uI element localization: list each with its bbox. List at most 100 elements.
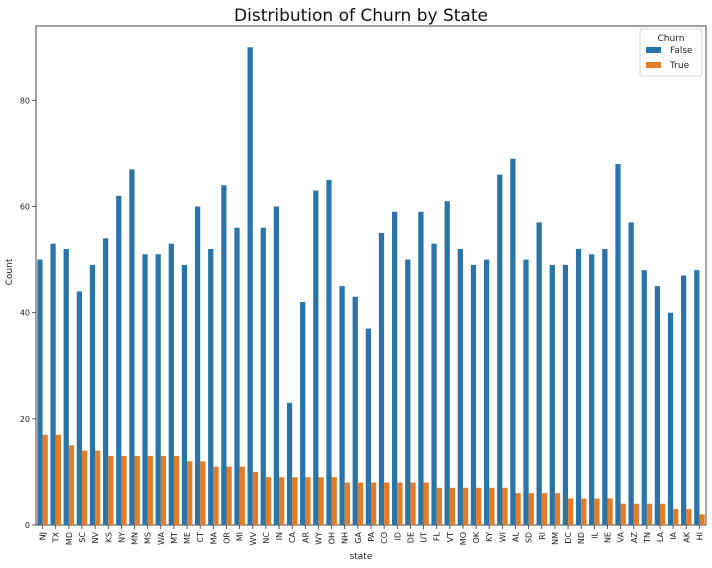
x-tick-label-nh: NH bbox=[341, 532, 350, 544]
bar-false-nd bbox=[575, 248, 582, 525]
bar-true-ak bbox=[686, 509, 692, 525]
bar-false-ct bbox=[194, 206, 201, 526]
x-tick-label-ny: NY bbox=[117, 532, 126, 543]
bar-false-mi bbox=[234, 227, 240, 525]
x-tick-label-wa: WA bbox=[157, 531, 166, 544]
bar-false-nv bbox=[89, 264, 96, 525]
x-tick-label-mn: MN bbox=[131, 532, 140, 545]
bar-false-la bbox=[654, 286, 661, 525]
bar-true-ok bbox=[476, 487, 482, 525]
bar-true-wv bbox=[252, 471, 259, 525]
bar-true-tx bbox=[55, 434, 61, 525]
bar-false-ok bbox=[470, 264, 477, 525]
bar-false-nj bbox=[37, 259, 43, 525]
bar-false-ak bbox=[681, 275, 687, 525]
bar-false-me bbox=[181, 264, 188, 525]
bar-false-va bbox=[615, 164, 621, 525]
bar-true-nh bbox=[344, 482, 350, 525]
bar-false-tn bbox=[641, 270, 647, 525]
x-tick-label-wy: WY bbox=[314, 532, 323, 545]
bar-true-nd bbox=[581, 498, 587, 525]
bar-false-pa bbox=[365, 328, 371, 525]
bar-true-sd bbox=[528, 493, 534, 525]
x-tick-label-il: IL bbox=[590, 531, 599, 538]
bar-false-ma bbox=[208, 248, 214, 525]
x-tick-label-dc: DC bbox=[564, 532, 573, 544]
y-tick-label: 20 bbox=[20, 415, 30, 424]
y-axis-title: Count bbox=[5, 258, 15, 285]
x-tick-label-ks: KS bbox=[104, 532, 113, 542]
bar-true-ks bbox=[108, 455, 114, 525]
bar-true-mn bbox=[134, 455, 140, 525]
bar-false-md bbox=[63, 248, 69, 525]
x-tick-label-mo: MO bbox=[459, 532, 468, 545]
bar-true-nm bbox=[554, 493, 561, 525]
x-tick-label-ct: CT bbox=[196, 532, 205, 543]
bar-true-ga bbox=[357, 482, 364, 525]
bar-false-ny bbox=[116, 195, 122, 525]
x-tick-label-nm: NM bbox=[551, 532, 560, 545]
bar-false-wy bbox=[313, 190, 319, 525]
bar-true-wi bbox=[502, 487, 508, 525]
bar-false-sd bbox=[523, 259, 529, 525]
legend-title: Churn bbox=[658, 34, 685, 44]
bar-true-mt bbox=[173, 455, 180, 525]
bar-true-ma bbox=[213, 466, 219, 525]
legend-label-false: False bbox=[670, 46, 693, 56]
x-tick-label-hi: HI bbox=[695, 532, 704, 540]
bar-true-la bbox=[660, 503, 666, 525]
bar-true-wy bbox=[318, 477, 324, 525]
bar-true-sc bbox=[81, 450, 88, 525]
bar-true-in bbox=[279, 477, 285, 525]
bar-true-fl bbox=[436, 487, 442, 525]
bar-false-in bbox=[273, 206, 280, 526]
x-tick-label-la: LA bbox=[656, 531, 665, 542]
x-tick-label-ca: CA bbox=[288, 531, 297, 543]
bar-false-dc bbox=[562, 264, 569, 525]
bar-false-ia bbox=[667, 312, 674, 525]
bar-true-al bbox=[515, 493, 521, 525]
bar-true-md bbox=[68, 445, 75, 525]
bar-false-oh bbox=[326, 179, 332, 525]
bar-true-ca bbox=[292, 477, 298, 525]
x-tick-label-ri: RI bbox=[538, 532, 547, 540]
bar-true-il bbox=[594, 498, 600, 525]
bar-true-ut bbox=[423, 482, 429, 525]
bar-true-nj bbox=[42, 434, 48, 525]
bar-false-de bbox=[405, 259, 411, 525]
bar-false-ri bbox=[536, 222, 542, 525]
x-tick-label-me: ME bbox=[183, 532, 192, 544]
x-tick-label-or: OR bbox=[222, 532, 231, 544]
bar-true-ne bbox=[607, 498, 613, 525]
bar-true-va bbox=[620, 503, 626, 525]
chart-title: Distribution of Churn by State bbox=[234, 6, 488, 26]
x-tick-label-wv: WV bbox=[249, 531, 258, 545]
bar-true-hi bbox=[699, 514, 705, 525]
y-tick-label: 80 bbox=[20, 96, 30, 105]
bar-false-fl bbox=[431, 243, 437, 525]
x-tick-label-de: DE bbox=[406, 532, 415, 543]
x-tick-label-ky: KY bbox=[485, 532, 494, 542]
bar-true-ar bbox=[305, 477, 311, 525]
bar-false-or bbox=[221, 185, 227, 525]
bar-false-ne bbox=[602, 248, 608, 525]
bar-false-ks bbox=[103, 238, 109, 525]
bar-false-nm bbox=[549, 264, 555, 525]
bar-true-or bbox=[226, 466, 232, 525]
x-tick-label-sc: SC bbox=[78, 532, 87, 543]
x-tick-label-tn: TN bbox=[643, 532, 652, 544]
bar-true-nv bbox=[95, 450, 101, 525]
bar-false-az bbox=[628, 222, 634, 525]
x-tick-label-id: ID bbox=[393, 532, 402, 541]
x-tick-label-az: AZ bbox=[630, 531, 639, 542]
x-tick-label-sd: SD bbox=[525, 532, 534, 543]
legend: Churn False True bbox=[639, 28, 703, 77]
bar-true-de bbox=[410, 482, 416, 525]
bar-false-vt bbox=[444, 201, 450, 525]
bar-false-wa bbox=[155, 254, 161, 525]
x-tick-label-ia: IA bbox=[669, 531, 678, 539]
bar-false-il bbox=[589, 254, 595, 525]
x-tick-label-vt: VT bbox=[446, 532, 455, 542]
